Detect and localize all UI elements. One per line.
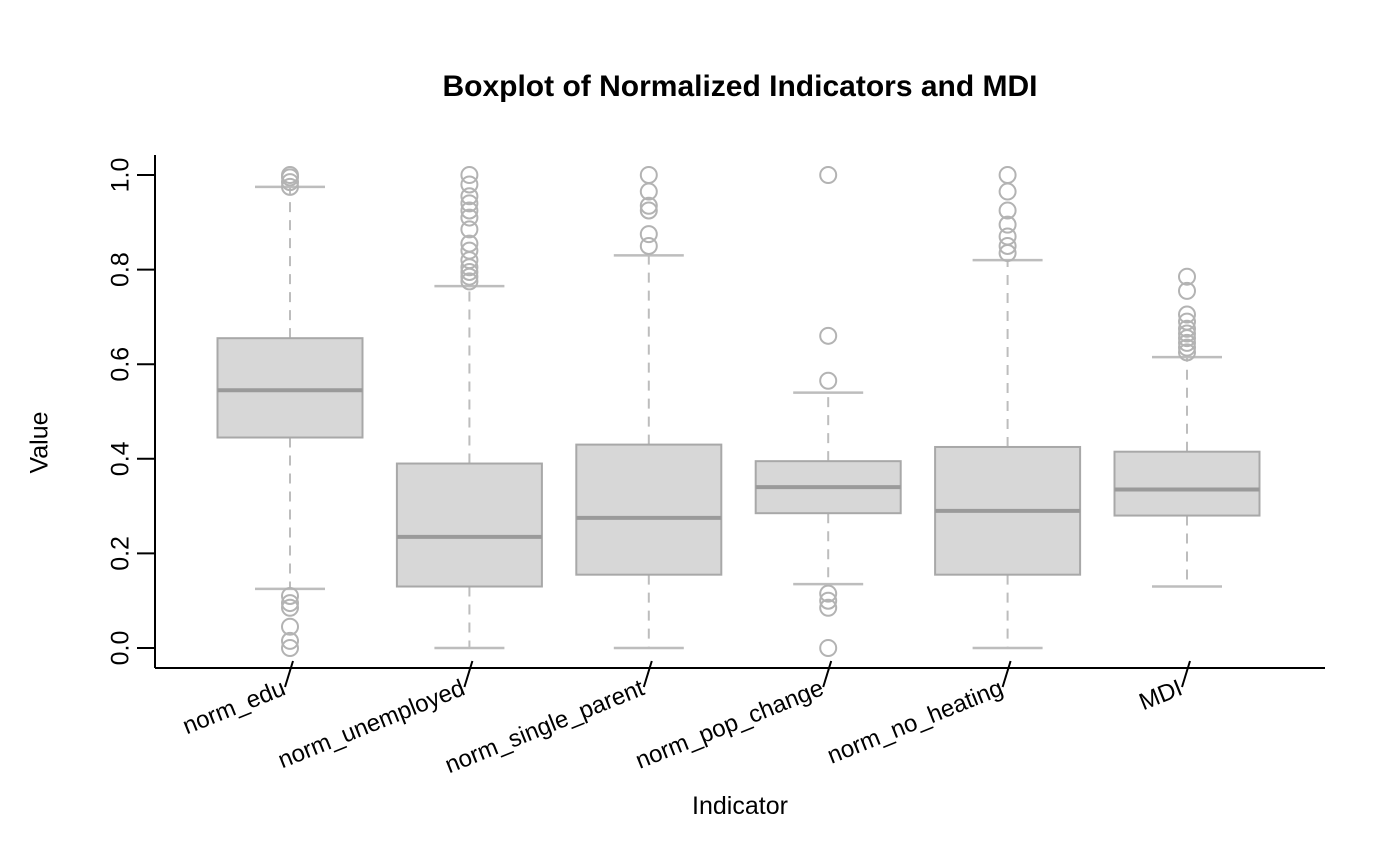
outlier-point-norm_no_heating bbox=[998, 236, 1017, 255]
box-norm_edu bbox=[216, 337, 364, 439]
x-tick bbox=[1181, 660, 1191, 688]
outlier-point-MDI bbox=[1178, 312, 1196, 331]
x-tick bbox=[642, 660, 653, 688]
outlier-point-norm_unemployed bbox=[460, 262, 479, 281]
outlier-point-norm_no_heating bbox=[998, 182, 1017, 201]
outlier-point-norm_unemployed bbox=[460, 234, 479, 253]
outlier-point-MDI bbox=[1178, 267, 1196, 286]
outlier-point-norm_unemployed bbox=[460, 220, 479, 239]
y-tick-label: 0.2 bbox=[107, 536, 135, 571]
outlier-point-MDI bbox=[1178, 324, 1196, 343]
outlier-point-norm_unemployed bbox=[460, 201, 479, 220]
y-axis-title: Value bbox=[25, 411, 54, 474]
outlier-point-norm_pop_change bbox=[819, 371, 838, 390]
outlier-point-norm_unemployed bbox=[460, 166, 479, 184]
x-category-label-norm_no_heating: norm_no_heating bbox=[824, 675, 1007, 770]
outlier-point-norm_edu bbox=[281, 617, 299, 636]
outlier-point-norm_edu bbox=[281, 177, 299, 196]
y-tick-label: 1.0 bbox=[107, 158, 135, 193]
outlier-point-norm_no_heating bbox=[998, 215, 1017, 234]
outlier-point-norm_pop_change bbox=[819, 639, 838, 657]
outlier-point-norm_edu bbox=[281, 594, 299, 613]
outlier-point-norm_single_parent bbox=[639, 236, 658, 255]
box-MDI bbox=[1113, 450, 1261, 517]
outlier-point-norm_unemployed bbox=[460, 175, 479, 194]
x-tick bbox=[822, 660, 833, 688]
x-category-label-norm_pop_change: norm_pop_change bbox=[632, 675, 828, 775]
y-tick-label: 0.4 bbox=[107, 441, 135, 476]
outlier-point-MDI bbox=[1178, 333, 1196, 352]
outlier-point-norm_edu bbox=[281, 598, 299, 617]
outlier-point-MDI bbox=[1178, 281, 1196, 300]
box-norm_unemployed bbox=[395, 462, 543, 588]
y-tick-label: 0.0 bbox=[107, 631, 135, 666]
outlier-point-norm_pop_change bbox=[819, 591, 838, 610]
outlier-point-MDI bbox=[1178, 338, 1196, 357]
outlier-point-norm_no_heating bbox=[998, 201, 1017, 220]
outlier-point-norm_edu bbox=[281, 586, 299, 605]
box-norm_single_parent bbox=[575, 443, 723, 576]
outlier-point-norm_edu bbox=[281, 631, 299, 650]
outlier-point-norm_pop_change bbox=[819, 584, 838, 603]
chart-title: Boxplot of Normalized Indicators and MDI bbox=[442, 70, 1038, 103]
outlier-point-norm_edu bbox=[281, 166, 299, 184]
x-tick bbox=[284, 660, 294, 688]
outlier-point-norm_no_heating bbox=[998, 227, 1017, 246]
outlier-point-norm_unemployed bbox=[460, 272, 479, 291]
outlier-point-norm_single_parent bbox=[639, 196, 658, 215]
x-axis-title: Indicator bbox=[692, 792, 788, 820]
outlier-point-norm_edu bbox=[281, 173, 299, 192]
outlier-point-norm_unemployed bbox=[460, 241, 479, 260]
outlier-point-norm_unemployed bbox=[460, 194, 479, 213]
outlier-point-norm_single_parent bbox=[639, 166, 658, 184]
outlier-point-norm_pop_change bbox=[819, 326, 838, 345]
y-tick-label: 0.6 bbox=[107, 347, 135, 382]
outlier-point-norm_single_parent bbox=[639, 225, 658, 244]
outlier-point-norm_pop_change bbox=[819, 166, 838, 184]
outlier-point-MDI bbox=[1178, 343, 1196, 362]
outlier-point-norm_edu bbox=[281, 639, 299, 657]
x-tick bbox=[1001, 660, 1012, 688]
x-tick bbox=[463, 660, 474, 688]
outlier-point-MDI bbox=[1178, 319, 1196, 338]
outlier-point-norm_pop_change bbox=[819, 598, 838, 617]
outlier-point-norm_unemployed bbox=[460, 187, 479, 206]
outlier-point-norm_unemployed bbox=[460, 208, 479, 227]
x-category-label-MDI: MDI bbox=[1135, 675, 1186, 717]
y-tick-label: 0.8 bbox=[107, 252, 135, 287]
x-category-label-norm_single_parent: norm_single_parent bbox=[441, 674, 648, 779]
outlier-point-MDI bbox=[1178, 305, 1196, 324]
outlier-point-norm_single_parent bbox=[639, 201, 658, 220]
outlier-point-norm_no_heating bbox=[998, 166, 1017, 184]
x-category-label-norm_edu: norm_edu bbox=[179, 675, 289, 741]
x-category-label-norm_unemployed: norm_unemployed bbox=[274, 675, 468, 775]
